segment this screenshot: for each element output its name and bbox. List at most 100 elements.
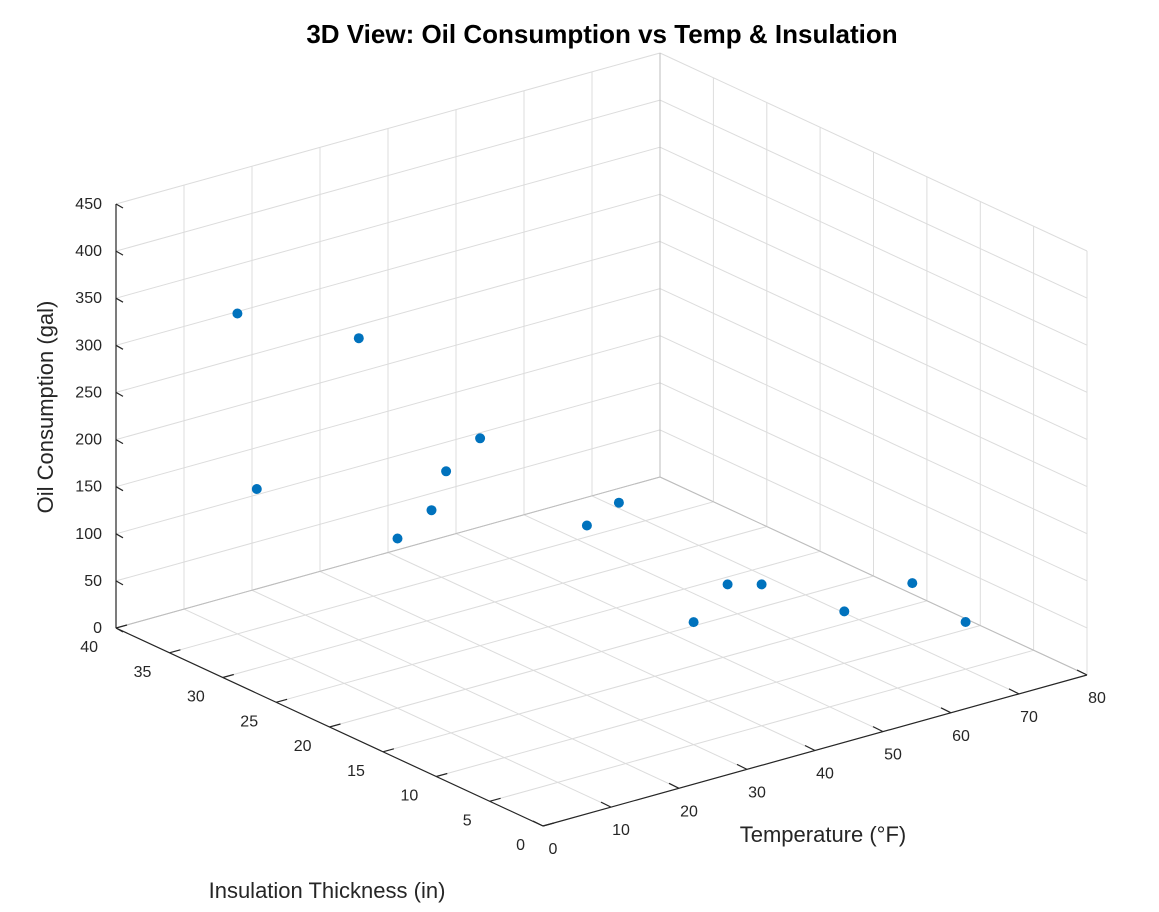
grid-line bbox=[169, 501, 714, 654]
y-tick-label: 10 bbox=[401, 788, 419, 805]
grid-line bbox=[222, 526, 767, 678]
x-tick-label: 80 bbox=[1088, 690, 1106, 707]
z-tick-mark bbox=[115, 297, 124, 303]
axis-layer bbox=[115, 203, 1088, 827]
grid-line bbox=[382, 600, 928, 753]
data-point bbox=[251, 484, 262, 494]
x-tick-label: 70 bbox=[1020, 709, 1038, 726]
grid-line bbox=[659, 146, 1088, 346]
y-tick-label: 15 bbox=[347, 763, 365, 780]
grid-line bbox=[115, 52, 661, 205]
x-tick-mark bbox=[600, 801, 612, 808]
z-tick-mark bbox=[115, 439, 124, 445]
x-tick-mark bbox=[736, 763, 748, 770]
chart-title: 3D View: Oil Consumption vs Temp & Insul… bbox=[306, 19, 897, 49]
data-point bbox=[756, 579, 767, 590]
grid-line bbox=[659, 288, 1088, 488]
grid-line bbox=[659, 99, 1088, 299]
z-tick-mark bbox=[115, 344, 124, 350]
y-tick-label: 0 bbox=[516, 837, 525, 854]
grid-line bbox=[115, 382, 661, 535]
y-tick-label: 40 bbox=[80, 639, 98, 656]
grid-line bbox=[659, 52, 1088, 252]
y-tick-mark bbox=[275, 698, 288, 703]
y-tick-mark bbox=[436, 772, 448, 778]
z-tick-label: 100 bbox=[75, 526, 102, 543]
x-tick-mark bbox=[532, 820, 544, 827]
data-point bbox=[613, 497, 624, 508]
grid-line bbox=[115, 146, 661, 299]
y-tick-mark bbox=[489, 797, 501, 802]
grid-line bbox=[115, 429, 661, 582]
y-tick-label: 5 bbox=[463, 812, 472, 829]
x-tick-label: 60 bbox=[952, 728, 970, 745]
data-point bbox=[426, 505, 437, 516]
y-tick-mark bbox=[542, 822, 555, 827]
z-tick-label: 300 bbox=[75, 337, 102, 354]
y-tick-mark bbox=[115, 624, 128, 629]
data-point-layer bbox=[232, 308, 971, 628]
z-tick-label: 50 bbox=[84, 573, 102, 590]
y-tick-label: 35 bbox=[134, 664, 152, 681]
z-tick-label: 250 bbox=[75, 384, 102, 401]
grid-line bbox=[329, 575, 874, 728]
x-tick-label: 20 bbox=[680, 803, 698, 820]
data-point bbox=[581, 520, 592, 531]
grid-line bbox=[115, 288, 661, 441]
z-tick-mark bbox=[115, 627, 124, 633]
y-tick-mark bbox=[169, 649, 181, 654]
data-point bbox=[960, 617, 971, 627]
x-tick-label: 0 bbox=[549, 841, 558, 858]
grid-line bbox=[659, 382, 1088, 582]
x-axis-label: Temperature (°F) bbox=[740, 822, 907, 847]
z-tick-label: 400 bbox=[75, 243, 102, 260]
data-point bbox=[232, 308, 243, 319]
y-tick-label: 20 bbox=[294, 738, 312, 755]
x-tick-label: 40 bbox=[816, 766, 834, 783]
y-tick-mark bbox=[222, 673, 234, 679]
z-tick-mark bbox=[115, 486, 124, 492]
x-tick-label: 30 bbox=[748, 784, 766, 801]
x-tick-mark bbox=[872, 726, 884, 733]
data-point bbox=[392, 533, 403, 544]
y-tick-mark bbox=[329, 723, 341, 728]
x-tick-mark bbox=[804, 744, 816, 752]
z-tick-mark bbox=[115, 250, 124, 256]
data-point bbox=[839, 606, 850, 617]
x-tick-label: 50 bbox=[884, 747, 902, 764]
grid-line bbox=[115, 99, 661, 252]
grid-line bbox=[659, 429, 1088, 629]
tick-label-layer: 0102030405060708005101520253035400501001… bbox=[75, 196, 1106, 858]
z-tick-mark bbox=[115, 580, 124, 586]
z-tick-mark bbox=[115, 391, 124, 397]
z-tick-label: 150 bbox=[75, 479, 102, 496]
grid-line bbox=[115, 335, 661, 488]
data-point bbox=[475, 433, 486, 444]
grid-line bbox=[659, 335, 1088, 535]
y-axis-label: Insulation Thickness (in) bbox=[209, 878, 446, 903]
z-tick-mark bbox=[115, 533, 124, 539]
z-tick-label: 0 bbox=[93, 620, 102, 637]
x-tick-mark bbox=[668, 782, 680, 789]
z-axis-label: Oil Consumption (gal) bbox=[33, 301, 58, 514]
floor-back-edge bbox=[659, 476, 1088, 676]
z-tick-label: 200 bbox=[75, 432, 102, 449]
grid-line bbox=[115, 193, 661, 346]
grid-line bbox=[489, 649, 1034, 802]
y-tick-label: 30 bbox=[187, 689, 205, 706]
grid-line bbox=[436, 625, 981, 777]
grid-line bbox=[659, 193, 1088, 393]
x-tick-mark bbox=[1008, 688, 1020, 695]
data-point bbox=[907, 578, 918, 589]
floor-back-edge bbox=[115, 476, 661, 629]
grid-line bbox=[115, 240, 661, 393]
y-tick-label: 25 bbox=[240, 713, 258, 730]
x-tick-mark bbox=[1076, 669, 1088, 676]
grid-line bbox=[659, 240, 1088, 440]
data-point bbox=[688, 617, 699, 628]
z-tick-mark bbox=[115, 203, 124, 209]
z-tick-label: 350 bbox=[75, 290, 102, 307]
data-point bbox=[441, 466, 452, 477]
